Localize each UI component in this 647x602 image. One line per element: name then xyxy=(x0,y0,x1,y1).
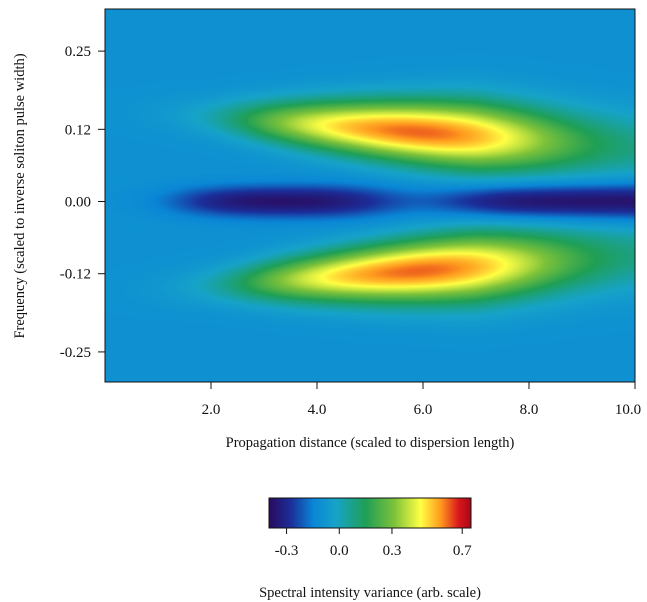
x-tick-label: 8.0 xyxy=(520,402,539,418)
heatmap-image xyxy=(105,9,635,382)
heatmap-container xyxy=(105,9,635,382)
x-tick-label: 10.0 xyxy=(615,402,641,418)
y-tick-label: -0.12 xyxy=(60,267,91,283)
x-axis: 2.0 4.0 6.0 8.0 10.0 xyxy=(202,382,641,418)
colorbar-tick-label: 0.7 xyxy=(453,543,472,559)
x-axis-title: Propagation distance (scaled to dispersi… xyxy=(226,435,515,451)
colorbar-label: Spectral intensity variance (arb. scale) xyxy=(259,585,481,601)
colorbar xyxy=(268,497,472,529)
x-tick-label: 2.0 xyxy=(202,402,221,418)
colorbar-tick-label: 0.0 xyxy=(330,543,349,559)
y-tick-label: 0.25 xyxy=(65,44,91,60)
colorbar-ticks: -0.3 0.0 0.3 0.7 xyxy=(275,528,472,559)
plot-frame xyxy=(104,8,636,383)
y-axis: 0.25 0.12 0.00 -0.12 -0.25 xyxy=(60,44,105,361)
x-tick-label: 4.0 xyxy=(308,402,327,418)
x-tick-label: 6.0 xyxy=(414,402,433,418)
y-tick-label: 0.12 xyxy=(65,122,91,138)
y-tick-label: -0.25 xyxy=(60,345,91,361)
colorbar-tick-label: 0.3 xyxy=(383,543,402,559)
y-tick-label: 0.00 xyxy=(65,195,91,211)
y-axis-title: Frequency (scaled to inverse soliton pul… xyxy=(12,53,28,338)
colorbar-tick-label: -0.3 xyxy=(275,543,299,559)
